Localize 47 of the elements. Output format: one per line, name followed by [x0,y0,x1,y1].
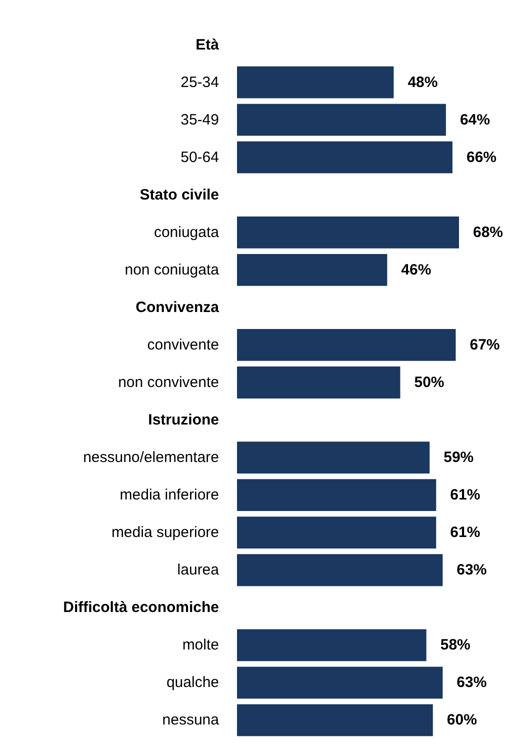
data-label: 48% [408,74,438,91]
y-tick-label: coniugata [154,224,220,241]
data-label: 66% [466,148,496,166]
data-label: 61% [450,524,480,542]
data-label: 50% [414,374,444,391]
y-tick-label: molte [182,636,219,654]
y-tick-label: nessuna [162,712,220,729]
data-label: 67% [470,336,500,354]
data-label: 68% [473,224,504,241]
y-tick-label: Età [196,36,220,54]
data-label: 64% [460,111,490,128]
bar [237,666,443,699]
y-tick-label: non convivente [118,374,219,391]
bar [237,216,459,248]
bar [237,704,433,736]
y-tick-label: nessuno/elementare [83,449,219,466]
bar [237,329,456,361]
y-tick-label: media inferiore [120,486,219,504]
y-tick-label: Convivenza [136,298,220,316]
y-tick-label: 35-49 [180,111,219,128]
bar [237,629,426,662]
bar [237,66,394,98]
data-label: 59% [444,449,474,466]
bar [237,554,443,586]
bar [237,254,388,286]
y-tick-label: 50-64 [180,148,219,166]
bar [237,516,436,549]
bar [237,479,436,512]
data-label: 63% [456,674,487,692]
y-tick-label: Stato civile [140,186,219,204]
y-tick-label: laurea [177,562,220,579]
data-label: 61% [450,486,480,504]
y-tick-label: convivente [147,336,219,354]
bar [237,104,446,136]
data-label: 46% [401,261,432,278]
y-tick-label: non coniugata [124,261,220,278]
data-label: 58% [440,636,470,654]
bar [237,366,400,398]
y-tick-label: 25-34 [180,74,219,91]
y-tick-label: media superiore [111,524,219,542]
bar [237,442,430,474]
y-tick-label: Istruzione [148,412,219,429]
data-label: 63% [456,562,487,579]
data-label: 60% [446,712,477,729]
y-tick-label: qualche [166,674,219,692]
bar [237,141,452,174]
y-tick-label: Difficoltà economiche [63,599,219,616]
